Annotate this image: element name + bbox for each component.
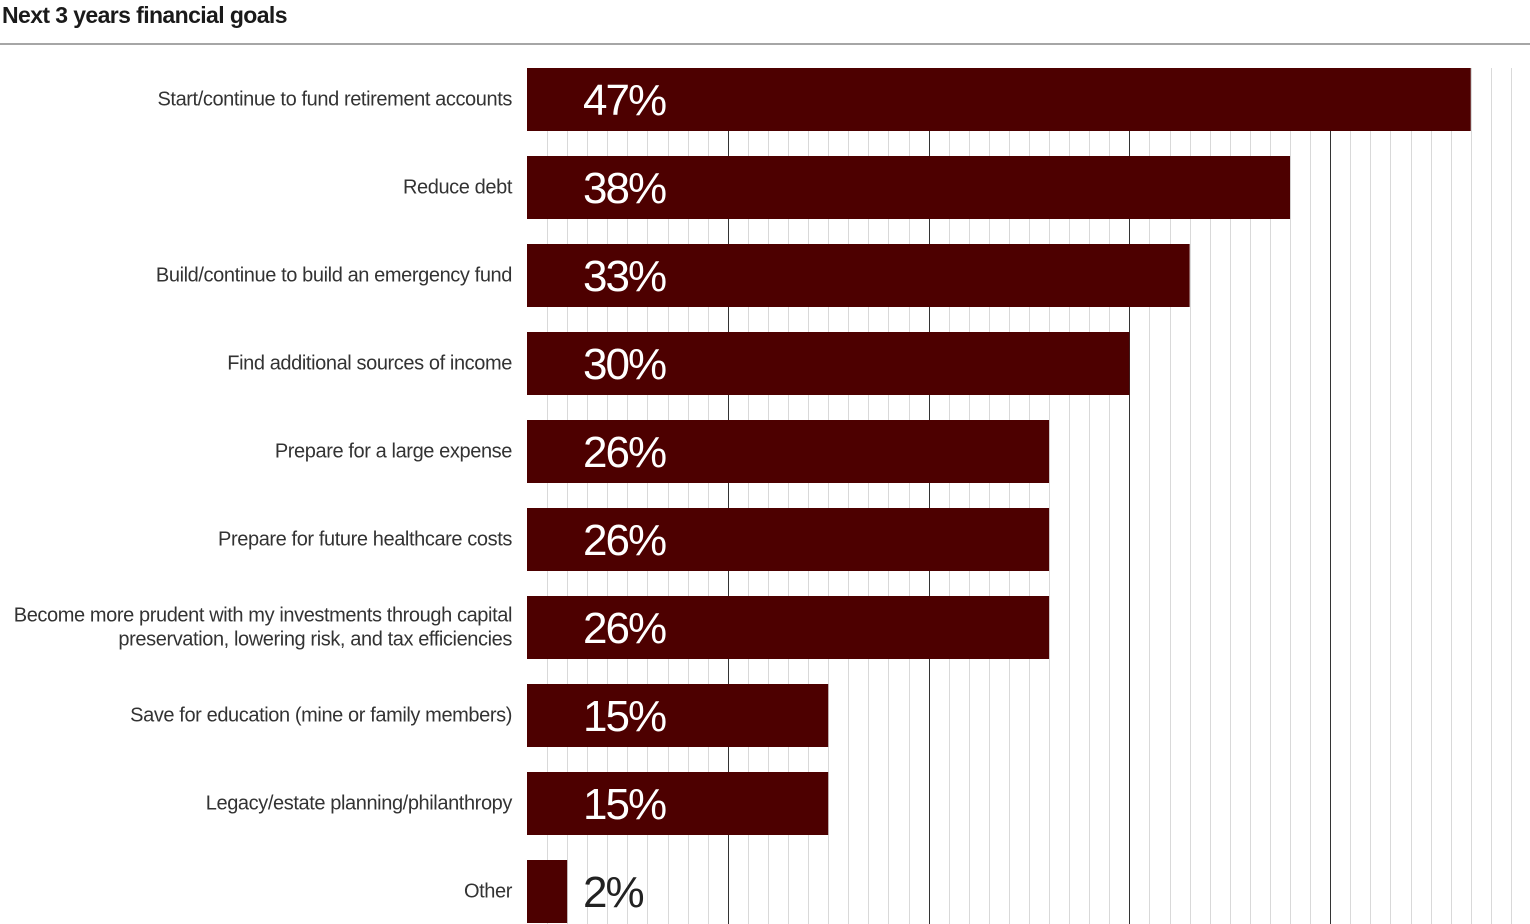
value-label: 30% xyxy=(583,340,666,389)
bar xyxy=(527,508,1050,571)
category-label: preservation, lowering risk, and tax eff… xyxy=(118,629,512,651)
bar xyxy=(527,244,1190,307)
category-label: Build/continue to build an emergency fun… xyxy=(156,265,512,287)
bars-group xyxy=(527,68,1471,923)
bar xyxy=(527,156,1291,219)
title-divider xyxy=(0,43,1530,45)
value-labels: 47% 38% 33% 30% 26% 26% 26% 15% 15% 2% xyxy=(583,76,668,917)
chart-title: Next 3 years financial goals xyxy=(2,2,288,28)
value-label: 26% xyxy=(583,428,666,477)
value-label: 33% xyxy=(583,252,666,301)
bar xyxy=(527,420,1050,483)
value-label: 26% xyxy=(583,604,666,653)
category-label: Other xyxy=(464,881,513,903)
bar xyxy=(527,684,829,747)
bar xyxy=(527,860,568,923)
bar xyxy=(527,772,829,835)
category-label: Start/continue to fund retirement accoun… xyxy=(157,89,512,111)
category-label: Prepare for future healthcare costs xyxy=(218,529,512,551)
value-label: 47% xyxy=(583,76,666,125)
category-label: Find additional sources of income xyxy=(227,353,512,375)
bar xyxy=(527,596,1050,659)
value-label: 38% xyxy=(583,164,666,213)
bar xyxy=(527,332,1130,395)
category-labels: Start/continue to fund retirement accoun… xyxy=(14,89,513,903)
value-label: 15% xyxy=(583,780,666,829)
value-label: 2% xyxy=(583,868,643,917)
bar xyxy=(527,68,1471,131)
category-label: Save for education (mine or family membe… xyxy=(130,705,512,727)
category-label: Prepare for a large expense xyxy=(275,441,512,463)
category-label: Reduce debt xyxy=(403,177,513,199)
value-label: 15% xyxy=(583,692,666,741)
category-label: Become more prudent with my investments … xyxy=(14,605,512,627)
category-label: Legacy/estate planning/philanthropy xyxy=(206,793,513,815)
value-label: 26% xyxy=(583,516,666,565)
